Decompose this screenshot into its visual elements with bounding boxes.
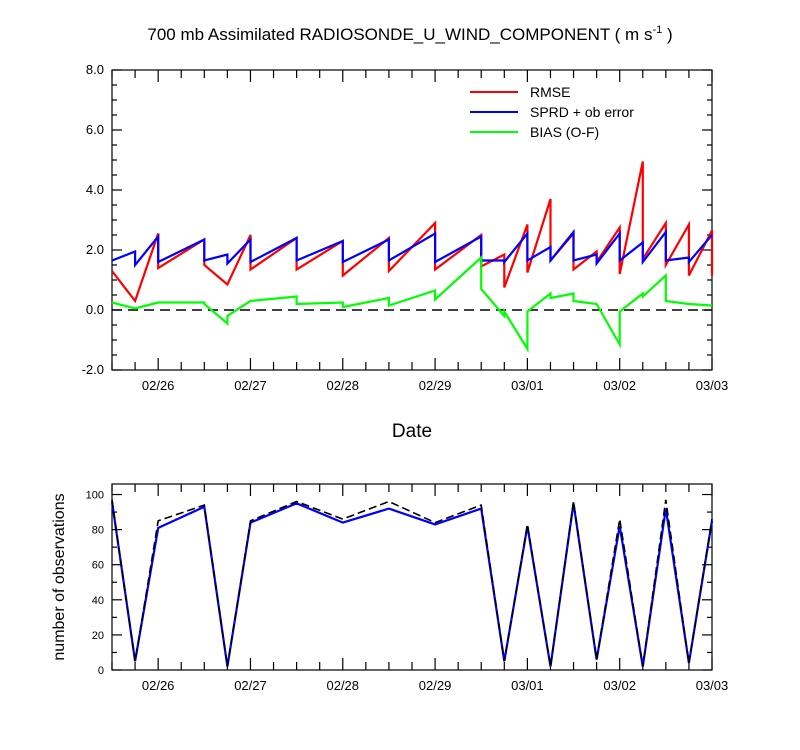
series-line-bias-o-f — [111, 255, 713, 353]
y-tick-label: 4.0 — [86, 182, 104, 197]
y-tick-label: 0.0 — [86, 302, 104, 317]
x-tick-label: 03/02 — [603, 378, 636, 393]
y-tick-label: 20 — [92, 630, 104, 642]
x-tick-label: 02/29 — [419, 378, 452, 393]
observations-count-chart: 0 20 40 60 80 100 02/26 02/27 02/28 02/29 03/01 03… — [51, 483, 729, 693]
x-tick-label: 02/26 — [142, 678, 175, 693]
y-tick-label: 60 — [92, 560, 104, 572]
y-tick-label: 2.0 — [86, 242, 104, 257]
x-tick-label: 02/27 — [234, 378, 267, 393]
y-tick-label: 80 — [92, 525, 104, 537]
x-tick-label: 02/28 — [326, 378, 359, 393]
top-x-axis-label: Date — [392, 421, 432, 442]
x-tick-label: 03/02 — [603, 678, 636, 693]
x-tick-label: 02/29 — [419, 678, 452, 693]
legend-label: BIAS (O-F) — [530, 124, 599, 140]
y-tick-label: 40 — [92, 595, 104, 607]
chart-title-end: ) — [662, 25, 672, 44]
y-tick-label: 0 — [98, 665, 104, 677]
legend: RMSE SPRD + ob error BIAS (O-F) — [470, 84, 634, 140]
x-tick-label: 03/01 — [511, 378, 544, 393]
x-tick-label: 02/28 — [326, 678, 359, 693]
series-line-series-0 — [110, 501, 714, 667]
legend-label: RMSE — [530, 84, 570, 100]
x-tick-label: 02/27 — [234, 678, 267, 693]
series-line-sprd-ob-error — [111, 228, 713, 269]
x-tick-label: 03/01 — [511, 678, 544, 693]
chart-title: 700 mb Assimilated RADIOSONDE_U_WIND_COM… — [147, 24, 672, 44]
y-tick-label: 8.0 — [86, 62, 104, 77]
chart-title-superscript: -1 — [652, 24, 662, 36]
series-line-series-1 — [111, 499, 713, 667]
y-tick-label: 100 — [86, 490, 104, 502]
legend-label: SPRD + ob error — [530, 104, 634, 120]
bottom-y-axis-label: number of observations — [51, 493, 68, 660]
error-stats-chart: -2.0 0.0 2.0 4.0 6.0 8.0 02/26 02/27 02/28 02/29… — [82, 62, 729, 442]
y-tick-label: 6.0 — [86, 122, 104, 137]
x-tick-label: 03/03 — [696, 678, 729, 693]
bottom-plot-frame — [111, 483, 713, 671]
y-tick-label: -2.0 — [82, 362, 104, 377]
series-line-rmse — [111, 161, 714, 304]
x-tick-label: 03/03 — [696, 378, 729, 393]
x-tick-label: 02/26 — [142, 378, 175, 393]
chart-title-main: 700 mb Assimilated RADIOSONDE_U_WIND_COM… — [147, 25, 652, 44]
